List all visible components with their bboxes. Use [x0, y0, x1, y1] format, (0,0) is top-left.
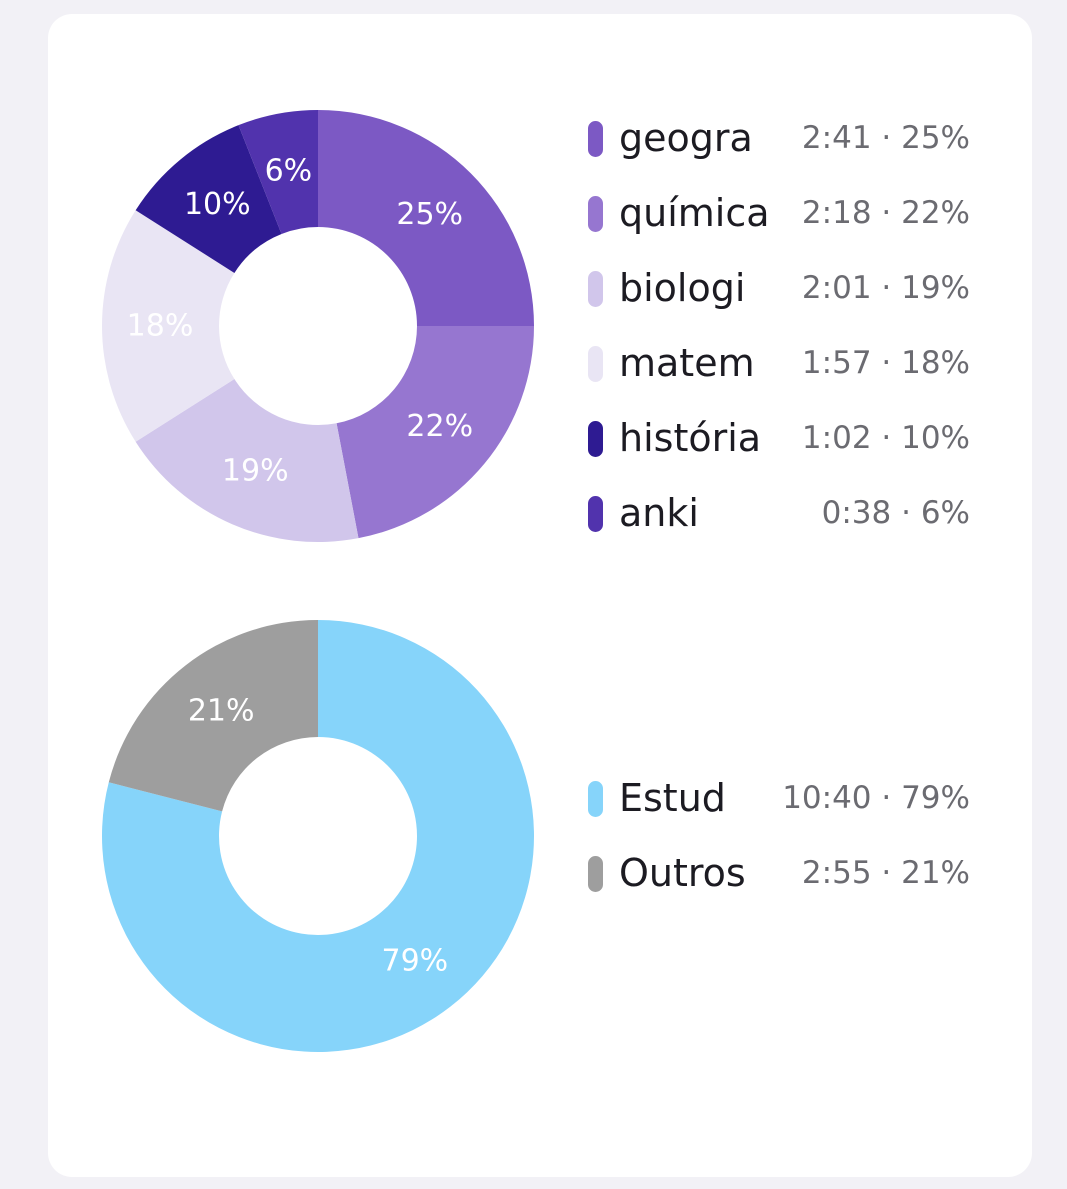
legend-swatch: [588, 196, 603, 232]
slice-label-anki: 6%: [265, 153, 313, 188]
legend-swatch: [588, 271, 603, 307]
legend-value: 1:02 · 10%: [801, 420, 970, 456]
slice-quimica[interactable]: [336, 326, 534, 539]
subject-legend: geogra 2:41 · 25% química 2:18 · 22% bio…: [588, 101, 970, 551]
legend-value: 2:41 · 25%: [801, 120, 970, 156]
legend-item-anki[interactable]: anki 0:38 · 6%: [588, 476, 970, 551]
legend-item-matem[interactable]: matem 1:57 · 18%: [588, 326, 970, 401]
slice-outros[interactable]: [108, 620, 318, 812]
legend-item-historia[interactable]: história 1:02 · 10%: [588, 401, 970, 476]
slice-biologi[interactable]: [135, 379, 359, 542]
slice-anki[interactable]: [238, 110, 318, 234]
slice-label-estud: 79%: [381, 943, 448, 978]
legend-swatch: [588, 121, 603, 157]
legend-swatch: [588, 781, 603, 817]
legend-value: 0:38 · 6%: [821, 495, 970, 531]
slice-label-historia: 10%: [184, 187, 251, 222]
legend-label: anki: [619, 491, 699, 535]
legend-label: biologi: [619, 266, 746, 310]
study-legend: Estud 10:40 · 79% Outros 2:55 · 21%: [588, 761, 970, 911]
legend-swatch: [588, 856, 603, 892]
legend-item-estud[interactable]: Estud 10:40 · 79%: [588, 761, 970, 836]
slice-label-matem: 18%: [127, 309, 194, 344]
slice-estud[interactable]: [102, 620, 535, 1053]
legend-item-quimica[interactable]: química 2:18 · 22%: [588, 176, 970, 251]
legend-label: matem: [619, 341, 755, 385]
slice-label-biologi: 19%: [222, 454, 289, 489]
legend-item-biologi[interactable]: biologi 2:01 · 19%: [588, 251, 970, 326]
legend-value: 2:18 · 22%: [801, 195, 970, 231]
legend-label: química: [619, 191, 770, 235]
legend-item-geogra[interactable]: geogra 2:41 · 25%: [588, 101, 970, 176]
legend-swatch: [588, 346, 603, 382]
legend-value: 1:57 · 18%: [801, 345, 970, 381]
slice-historia[interactable]: [135, 125, 282, 273]
legend-label: Outros: [619, 851, 746, 895]
legend-value: 10:40 · 79%: [782, 780, 970, 816]
legend-value: 2:55 · 21%: [801, 855, 970, 891]
legend-swatch: [588, 496, 603, 532]
slice-matem[interactable]: [102, 210, 235, 442]
legend-item-outros[interactable]: Outros 2:55 · 21%: [588, 836, 970, 911]
legend-swatch: [588, 421, 603, 457]
slice-label-quimica: 22%: [406, 409, 473, 444]
legend-value: 2:01 · 19%: [801, 270, 970, 306]
legend-label: história: [619, 416, 762, 460]
slice-label-geogra: 25%: [396, 197, 463, 232]
legend-label: geogra: [619, 116, 753, 160]
legend-label: Estud: [619, 776, 726, 820]
slice-label-outros: 21%: [188, 694, 255, 729]
slice-geogra[interactable]: [318, 110, 534, 326]
